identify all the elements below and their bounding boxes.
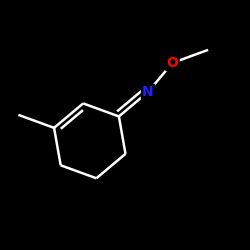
Text: N: N [142,85,154,99]
Text: O: O [166,56,178,70]
